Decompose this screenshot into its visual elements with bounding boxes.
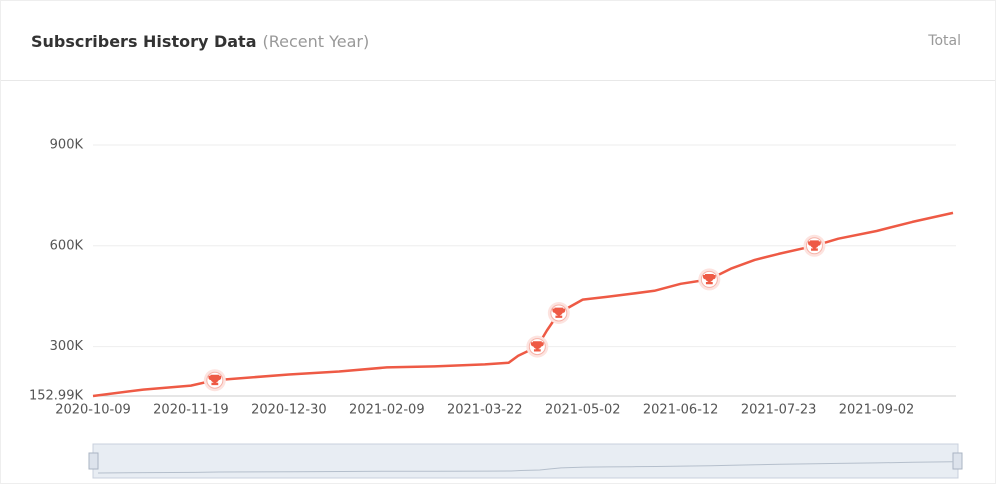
trophy-icon — [530, 341, 544, 352]
y-tick-label: 600K — [50, 238, 84, 253]
zoom-handle[interactable] — [952, 452, 963, 470]
x-tick-label: 2020-12-30 — [251, 403, 327, 418]
data-zoom[interactable] — [88, 443, 963, 479]
trophy-icon — [208, 374, 222, 386]
x-tick-label: 2021-02-09 — [349, 403, 425, 418]
y-tick-label: 900K — [50, 138, 84, 153]
title: Subscribers History Data (Recent Year) — [31, 32, 369, 51]
chart: 152.99K 300K 600K 900K 2020-10-09 2020-11-19 2… — [29, 138, 963, 479]
zoom-track — [92, 443, 959, 479]
milestone — [203, 369, 226, 392]
milestone — [803, 234, 826, 257]
x-tick-label: 2021-03-22 — [447, 403, 523, 418]
x-tick-label: 2021-09-02 — [839, 403, 915, 418]
total-toggle[interactable]: Total — [928, 33, 961, 49]
x-tick-label: 2020-11-19 — [153, 403, 229, 418]
zoom-overview — [97, 461, 954, 474]
x-tick-label: 2021-07-23 — [741, 403, 817, 418]
x-tick-label: 2021-05-02 — [545, 403, 621, 418]
title-text: Subscribers History Data — [31, 32, 257, 51]
trophy-icon — [808, 240, 821, 251]
header: Subscribers History Data (Recent Year) To… — [1, 1, 995, 81]
zoom-handle[interactable] — [88, 452, 99, 470]
x-tick-label: 2021-06-12 — [643, 403, 719, 418]
trophy-icon — [702, 274, 716, 285]
y-tick-label: 300K — [50, 339, 84, 354]
milestone — [526, 335, 549, 358]
milestone — [547, 302, 570, 325]
milestone — [698, 268, 721, 291]
y-tick-label: 152.99K — [29, 389, 83, 404]
subtitle: (Recent Year) — [262, 32, 370, 51]
x-tick-label: 2020-10-09 — [55, 403, 131, 418]
line — [92, 211, 954, 398]
trophy-icon — [552, 307, 566, 318]
